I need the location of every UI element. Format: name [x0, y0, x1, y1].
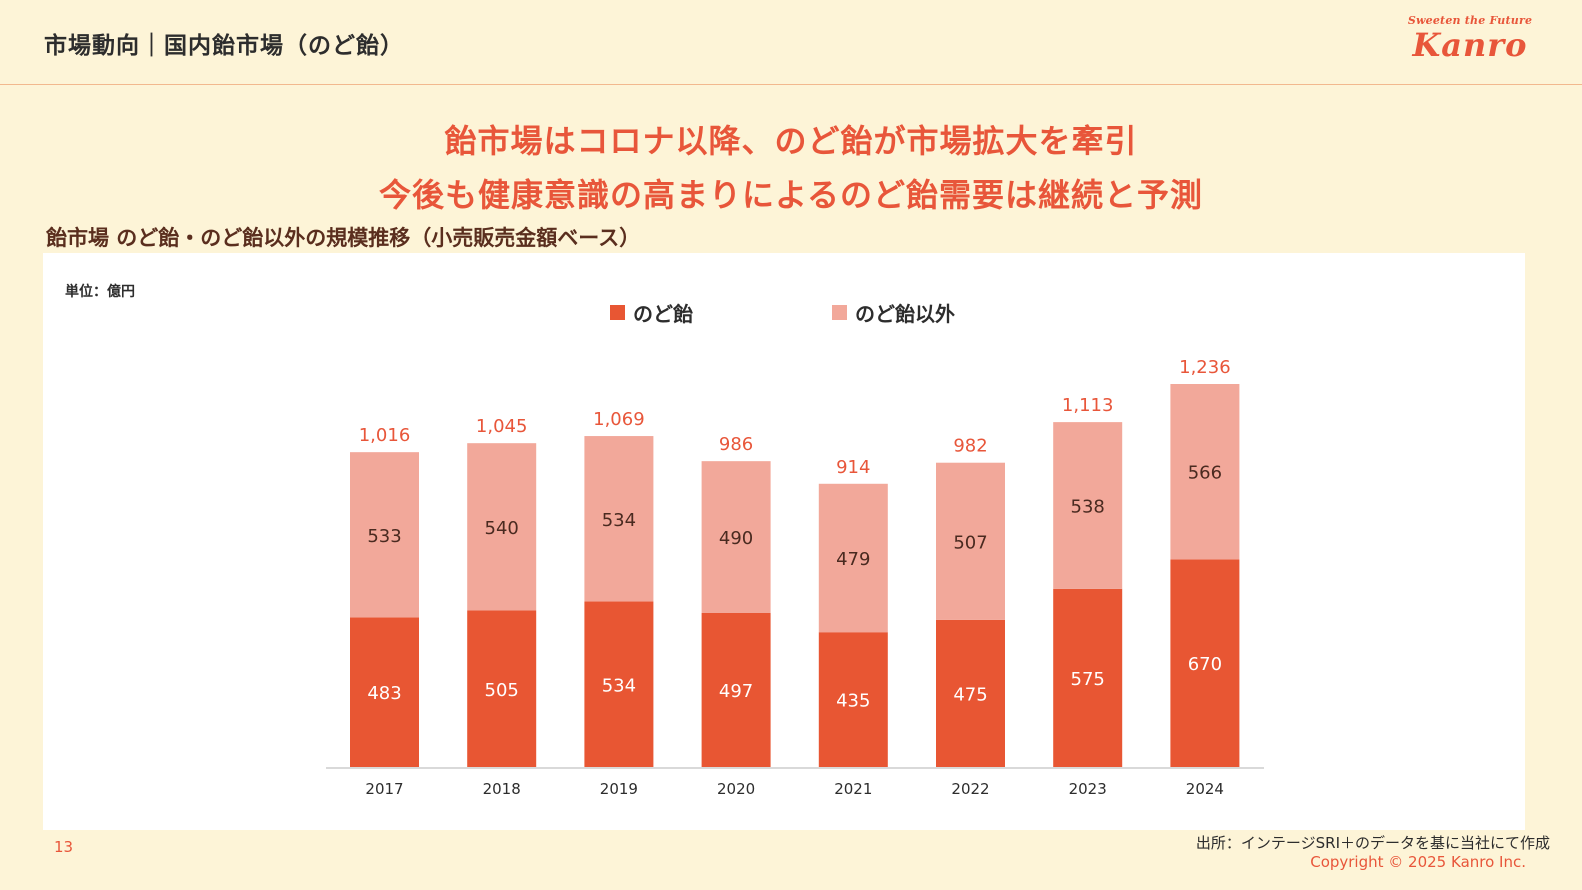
bar-other-2023 — [1053, 422, 1123, 589]
legend-item-nodoame: のど飴 — [610, 298, 693, 327]
total-label-2019: 1,069 — [593, 409, 645, 430]
bar-nodoame-2018 — [467, 610, 537, 767]
bar-nodoame-2022 — [936, 619, 1005, 767]
data-label-nodoame-2022: 475 — [953, 684, 987, 705]
total-label-2018: 1,045 — [476, 416, 528, 437]
x-tick-label-2018: 2018 — [483, 780, 521, 798]
headline-line-2: 今後も健康意識の高まりによるのど飴需要は継続と予測 — [378, 176, 1204, 214]
chart-panel — [43, 253, 1525, 830]
x-tick-label-2020: 2020 — [717, 780, 755, 798]
total-label-2024: 1,236 — [1179, 357, 1231, 378]
copyright: Copyright © 2025 Kanro Inc. — [1310, 853, 1526, 871]
data-label-nodoame-2023: 575 — [1071, 669, 1105, 690]
page-title: 市場動向｜国内飴市場（のど飴） — [44, 33, 404, 59]
total-label-2020: 986 — [719, 434, 753, 455]
bar-other-2019 — [584, 436, 654, 602]
bar-other-2017 — [350, 452, 419, 618]
bar-other-2020 — [701, 461, 771, 613]
bar-nodoame-2017 — [350, 617, 419, 767]
total-label-2023: 1,113 — [1062, 395, 1114, 416]
bar-nodoame-2021 — [818, 632, 888, 767]
data-label-nodoame-2017: 483 — [367, 683, 401, 704]
logo-name: Kanro — [1412, 26, 1528, 64]
unit-label: 単位：億円 — [65, 284, 135, 300]
x-tick-label-2017: 2017 — [365, 780, 403, 798]
legend-label-other: のど飴以外 — [855, 302, 955, 326]
source-note: 出所：インテージSRI＋のデータを基に当社にて作成 — [1195, 834, 1550, 852]
bar-nodoame-2020 — [701, 612, 771, 767]
legend-item-other: のど飴以外 — [832, 298, 955, 327]
legend-label-nodoame: のど飴 — [633, 302, 693, 326]
headline-line-1: 飴市場はコロナ以降、のど飴が市場拡大を牽引 — [444, 122, 1138, 160]
data-label-other-2020: 490 — [719, 528, 753, 549]
data-label-nodoame-2021: 435 — [836, 691, 870, 712]
data-label-other-2024: 566 — [1188, 463, 1222, 484]
total-label-2021: 914 — [836, 457, 870, 478]
kanro-logo: Sweeten the Future Kanro — [1400, 14, 1540, 63]
bar-nodoame-2024 — [1170, 559, 1240, 767]
legend-swatch-nodoame — [610, 305, 625, 320]
bar-other-2021 — [818, 483, 888, 633]
total-label-2017: 1,016 — [359, 425, 411, 446]
page-number: 13 — [54, 838, 74, 856]
x-tick-label-2021: 2021 — [834, 780, 872, 798]
data-label-other-2021: 479 — [836, 549, 870, 570]
x-tick-label-2023: 2023 — [1069, 780, 1107, 798]
header-divider — [0, 84, 1582, 85]
data-label-nodoame-2024: 670 — [1188, 654, 1222, 675]
data-label-other-2017: 533 — [367, 526, 401, 547]
data-label-nodoame-2019: 534 — [602, 675, 636, 696]
data-label-other-2022: 507 — [953, 532, 987, 553]
data-label-nodoame-2020: 497 — [719, 681, 753, 702]
legend-swatch-other — [832, 305, 847, 320]
bar-other-2022 — [936, 462, 1005, 620]
logo-tagline: Sweeten the Future — [1407, 14, 1533, 27]
data-label-other-2019: 534 — [602, 510, 636, 531]
x-tick-label-2022: 2022 — [951, 780, 989, 798]
bar-other-2018 — [467, 443, 537, 611]
total-label-2022: 982 — [953, 436, 987, 457]
x-tick-label-2024: 2024 — [1186, 780, 1224, 798]
bar-nodoame-2023 — [1053, 588, 1123, 767]
bar-other-2024 — [1170, 384, 1240, 560]
bar-nodoame-2019 — [584, 601, 654, 767]
data-label-nodoame-2018: 505 — [485, 680, 519, 701]
x-tick-label-2019: 2019 — [600, 780, 638, 798]
chart-title: 飴市場 のど飴・のど飴以外の規模推移（小売販売金額ベース） — [46, 226, 641, 250]
data-label-other-2018: 540 — [485, 518, 519, 539]
data-label-other-2023: 538 — [1071, 496, 1105, 517]
